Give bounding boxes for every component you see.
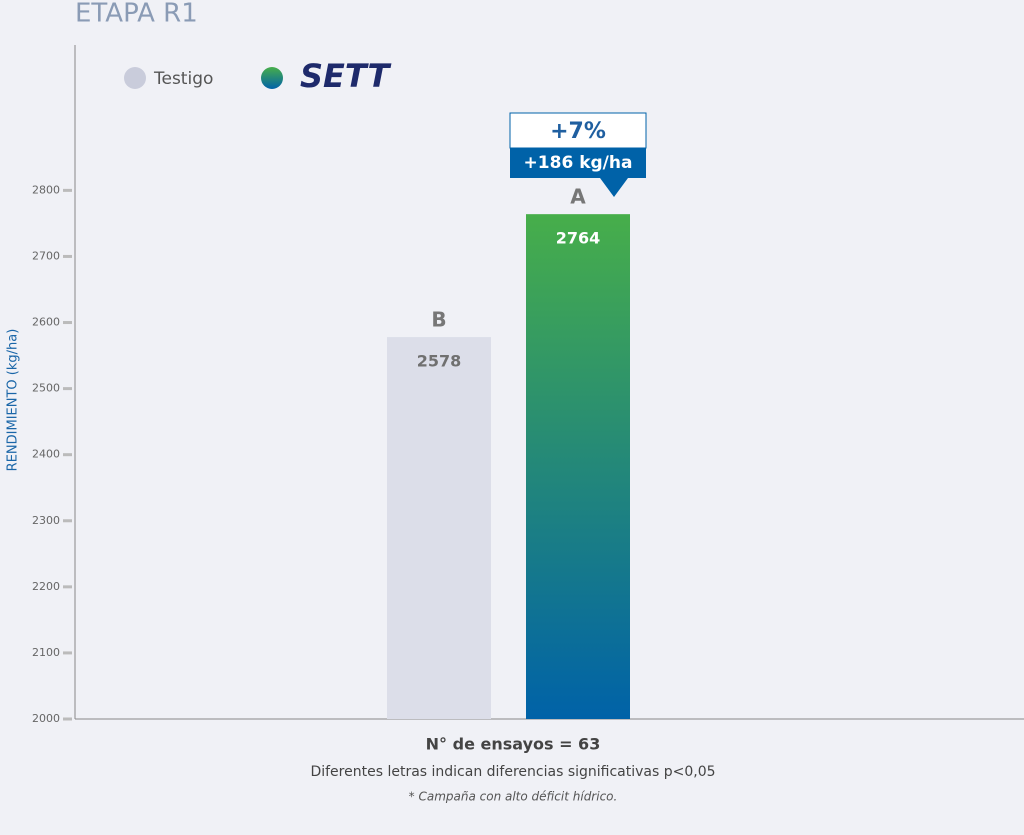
y-tick-label: 2000 (32, 712, 60, 725)
bar (387, 337, 491, 719)
legend-label: SETT (300, 57, 391, 95)
y-tick-label: 2400 (32, 448, 60, 461)
annotation: +7% (550, 119, 606, 144)
y-tick-label: 2700 (32, 249, 60, 262)
legend-marker (124, 67, 146, 89)
note: * Campaña con alto déficit hídrico. (409, 790, 618, 804)
y-tick-label: 2500 (32, 382, 60, 395)
value-label: 2764 (556, 229, 601, 248)
callout-pointer (600, 178, 628, 197)
x-axis-label: N° de ensayos = 63 (426, 735, 601, 754)
chart-title: ETAPA R1 (75, 0, 198, 29)
callout-box (510, 148, 646, 178)
y-tick-label: 2300 (32, 514, 60, 527)
y-tick-label: 2800 (32, 183, 60, 196)
y-tick-label: 2600 (32, 316, 60, 329)
legend-label: Testigo (153, 69, 213, 89)
callout-box (509, 112, 647, 149)
y-tick-label: 2100 (32, 646, 60, 659)
bar (526, 214, 630, 720)
legend-marker (261, 67, 283, 89)
annotation: +186 kg/ha (524, 153, 633, 173)
y-tick-label: 2200 (32, 580, 60, 593)
value-label: 2578 (417, 352, 462, 371)
y-axis-label: RENDIMIENTO (kg/ha) (6, 329, 21, 472)
note: Diferentes letras indican diferencias si… (310, 764, 715, 780)
significance-letter: B (431, 308, 446, 332)
significance-letter: A (570, 185, 586, 209)
